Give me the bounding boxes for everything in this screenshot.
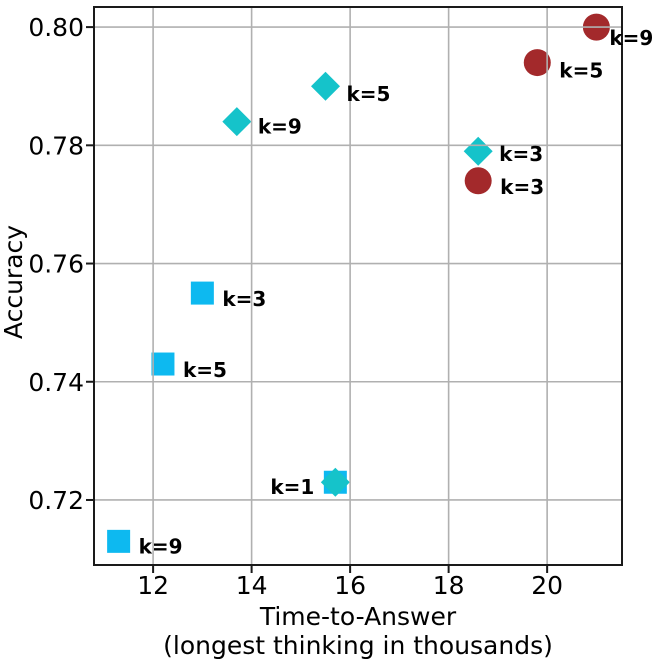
y-axis-label: Accuracy (0, 225, 28, 339)
marker-diamond-k5 (310, 71, 340, 101)
point-label-k3: k=3 (499, 142, 543, 166)
marker-square-k3 (190, 281, 214, 305)
point-label-k5: k=5 (559, 59, 603, 83)
point-label-k3: k=3 (500, 175, 544, 199)
x-tick-label-12: 12 (137, 571, 169, 600)
x-axis-label: Time-to-Answer (259, 602, 457, 631)
point-label-k5: k=5 (183, 358, 227, 382)
marker-circle-k5 (523, 49, 551, 77)
point-label-k1: k=1 (270, 475, 314, 499)
x-tick-label-16: 16 (334, 571, 366, 600)
x-tick-label-18: 18 (433, 571, 465, 600)
point-label-k9: k=9 (258, 115, 302, 139)
ticks-layer: 12 14 16 18 20 0.72 0.74 0.76 0.78 0.80 (28, 13, 563, 600)
marker-diamond-k3 (463, 136, 493, 166)
marker-diamond-k1 (320, 467, 350, 497)
y-tick-label-0.78: 0.78 (28, 131, 84, 160)
point-label-k3: k=3 (222, 287, 266, 311)
marker-square-k9 (107, 529, 131, 553)
y-tick-label-0.80: 0.80 (28, 13, 84, 42)
x-axis-sublabel: (longest thinking in thousands) (163, 631, 553, 660)
y-tick-label-0.76: 0.76 (28, 250, 84, 279)
point-label-k9: k=9 (609, 26, 653, 50)
point-label-k5: k=5 (346, 82, 390, 106)
marker-square-k5 (151, 352, 175, 376)
y-tick-label-0.72: 0.72 (28, 486, 84, 515)
x-tick-label-20: 20 (531, 571, 563, 600)
point-label-k9: k=9 (139, 534, 183, 558)
plot-border (93, 6, 623, 566)
annotations-layer: k=3k=5k=9k=9k=5k=3k=1k=9k=5k=3 (139, 26, 654, 558)
marker-circle-k3 (464, 167, 492, 195)
marker-diamond-k9 (222, 107, 252, 137)
x-tick-label-14: 14 (236, 571, 268, 600)
grid-layer (94, 7, 622, 565)
y-tick-label-0.74: 0.74 (28, 368, 84, 397)
